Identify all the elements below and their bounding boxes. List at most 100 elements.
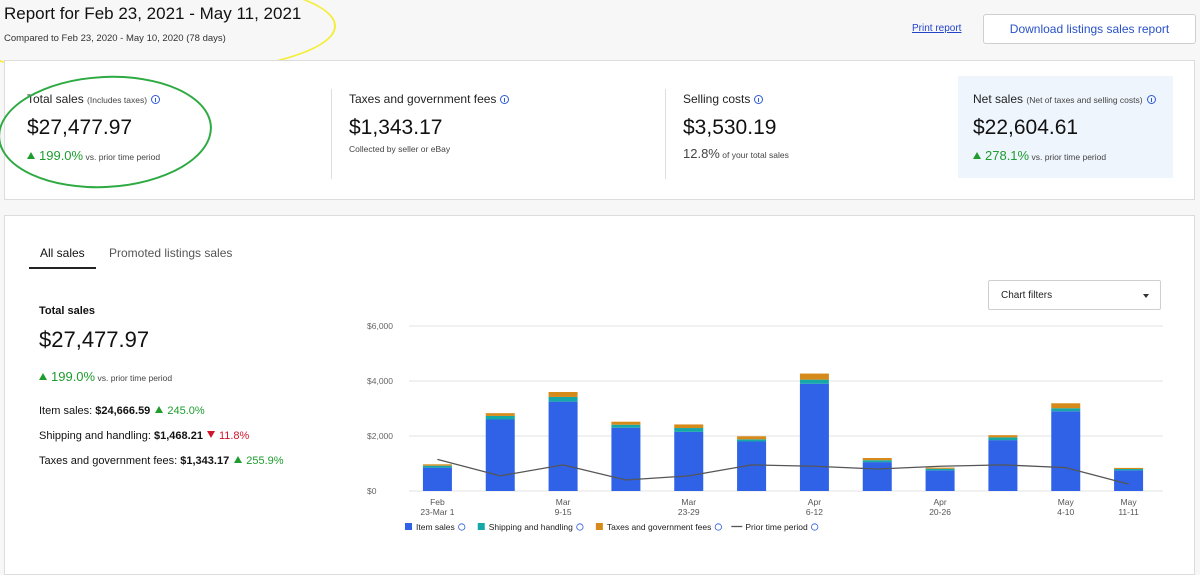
arrow-up-icon: [155, 406, 164, 413]
x-tick-label: 23-29: [678, 507, 700, 517]
bar-shipping-and-handling: [611, 424, 641, 428]
net-sales-highlight: [958, 76, 1173, 178]
total-sales-change: 199.0% vs. prior time period: [27, 148, 160, 163]
bar-item-sales: [485, 419, 515, 491]
includes-taxes-note: (Includes taxes): [87, 95, 148, 105]
arrow-up-icon: [39, 373, 47, 380]
net-sales-label: Net sales (Net of taxes and selling cost…: [973, 92, 1156, 106]
x-tick-label: May: [1058, 497, 1075, 507]
legend-swatch: [477, 523, 485, 530]
info-icon[interactable]: [1146, 95, 1156, 105]
bar-shipping-and-handling: [485, 415, 515, 420]
bar-shipping-and-handling: [1114, 469, 1144, 471]
summary-card: Total sales (Includes taxes) $27,477.97 …: [4, 60, 1195, 200]
bar-item-sales: [611, 427, 641, 491]
page-title: Report for Feb 23, 2021 - May 11, 2021: [4, 4, 302, 23]
info-icon[interactable]: [576, 523, 584, 531]
chevron-down-icon: [1143, 294, 1149, 298]
bar-taxes-and-government-fees: [611, 421, 641, 425]
bar-item-sales: [548, 401, 578, 491]
taxes-label: Taxes and government fees: [349, 92, 510, 106]
y-tick-label: $4,000: [367, 376, 393, 386]
left-total-sales-title: Total sales: [39, 305, 96, 317]
taxes-value: $1,343.17: [349, 116, 443, 139]
legend-label: Prior time period: [745, 522, 808, 532]
bar-item-sales: [1114, 470, 1144, 491]
bar-taxes-and-government-fees: [548, 392, 578, 397]
active-tab-underline: [29, 267, 96, 269]
bar-shipping-and-handling: [737, 439, 767, 442]
info-icon[interactable]: [811, 523, 819, 531]
print-report-link[interactable]: Print report: [912, 23, 962, 34]
bar-taxes-and-government-fees: [1051, 403, 1081, 409]
info-icon[interactable]: [458, 523, 466, 531]
divider: [331, 89, 332, 179]
x-tick-label: Mar: [556, 497, 571, 507]
bar-item-sales: [925, 470, 955, 491]
legend-label: Shipping and handling: [489, 522, 573, 532]
legend-swatch: [405, 523, 412, 530]
bar-taxes-and-government-fees: [988, 435, 1018, 438]
x-tick-label: 4-10: [1057, 507, 1074, 517]
bar-item-sales: [674, 431, 704, 491]
x-tick-label: 23-Mar 1: [420, 507, 454, 517]
tab-all-sales[interactable]: All sales: [40, 246, 85, 260]
legend-swatch: [595, 523, 603, 530]
x-tick-label: 9-15: [555, 507, 572, 517]
arrow-down-icon: [206, 431, 215, 438]
taxes-sub: Collected by seller or eBay: [349, 144, 451, 154]
tab-promoted-listings[interactable]: Promoted listings sales: [109, 246, 233, 260]
total-sales-label: Total sales (Includes taxes): [27, 92, 161, 106]
bar-shipping-and-handling: [799, 379, 829, 384]
left-total-sales-change: 199.0% vs. prior time period: [39, 369, 172, 384]
bar-shipping-and-handling: [674, 428, 704, 432]
sales-chart-card: All sales Promoted listings sales Total …: [4, 215, 1195, 575]
bar-taxes-and-government-fees: [485, 413, 515, 416]
item-sales-row: Item sales: $24,666.59 245.0%: [39, 405, 205, 417]
arrow-up-icon: [234, 456, 243, 463]
arrow-up-icon: [973, 152, 981, 159]
download-report-button[interactable]: Download listings sales report: [983, 14, 1196, 44]
taxes-row: Taxes and government fees: $1,343.17 255…: [39, 455, 284, 467]
chart-filters-label: Chart filters: [1001, 290, 1053, 301]
bar-taxes-and-government-fees: [422, 464, 452, 466]
x-tick-label: Mar: [681, 497, 696, 507]
bar-shipping-and-handling: [925, 468, 955, 471]
x-tick-label: Apr: [933, 497, 946, 507]
x-tick-label: 20-26: [929, 507, 951, 517]
x-tick-label: 11-11: [1118, 507, 1139, 517]
x-tick-label: 6-12: [806, 507, 823, 517]
bar-shipping-and-handling: [1051, 408, 1081, 412]
net-sales-change: 278.1% vs. prior time period: [973, 148, 1106, 163]
bar-taxes-and-government-fees: [674, 424, 704, 429]
selling-costs-pct: 12.8% of your total sales: [683, 146, 789, 161]
arrow-up-icon: [27, 152, 35, 159]
bar-taxes-and-government-fees: [737, 436, 767, 440]
info-icon[interactable]: [754, 95, 764, 105]
legend-label: Taxes and government fees: [607, 522, 711, 532]
bar-item-sales: [799, 383, 829, 491]
bar-taxes-and-government-fees: [799, 373, 829, 380]
prior-period-line: [437, 458, 1129, 485]
bar-taxes-and-government-fees: [1114, 467, 1144, 469]
legend-label: Item sales: [416, 522, 455, 532]
chart-filters-select[interactable]: Chart filters: [988, 280, 1161, 310]
net-sales-value: $22,604.61: [973, 116, 1079, 139]
bar-item-sales: [422, 467, 452, 491]
info-icon[interactable]: [151, 95, 161, 105]
left-total-sales-value: $27,477.97: [39, 327, 150, 352]
bar-shipping-and-handling: [548, 396, 578, 402]
x-tick-label: Apr: [808, 497, 821, 507]
bar-item-sales: [862, 462, 892, 491]
bar-shipping-and-handling: [862, 460, 892, 463]
selling-costs-value: $3,530.19: [683, 116, 777, 139]
x-tick-label: May: [1121, 497, 1138, 507]
y-tick-label: $6,000: [367, 321, 393, 331]
info-icon[interactable]: [500, 95, 510, 105]
total-sales-value: $27,477.97: [27, 116, 133, 139]
info-icon[interactable]: [714, 523, 722, 531]
y-tick-label: $2,000: [367, 431, 393, 441]
divider: [665, 89, 666, 179]
comparison-range: Compared to Feb 23, 2020 - May 10, 2020 …: [4, 33, 226, 44]
